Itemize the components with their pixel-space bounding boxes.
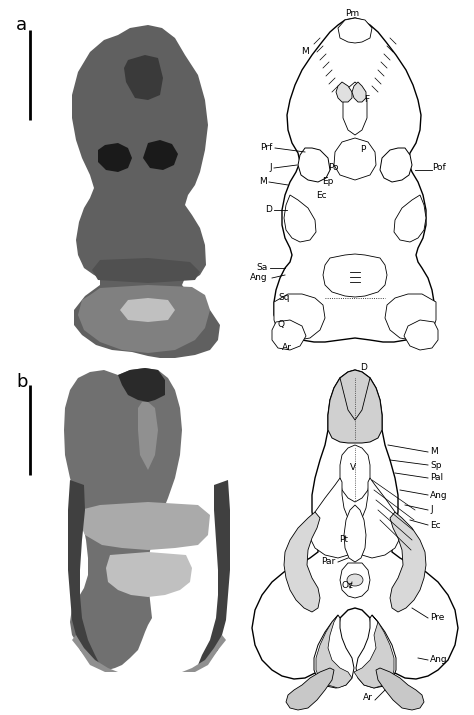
Text: Pal: Pal [430, 473, 443, 483]
Polygon shape [298, 148, 330, 182]
Polygon shape [314, 615, 354, 688]
Text: Q: Q [278, 320, 285, 330]
Text: Ep: Ep [322, 177, 333, 187]
Polygon shape [72, 25, 220, 358]
Polygon shape [343, 82, 367, 135]
Polygon shape [252, 370, 458, 679]
Polygon shape [380, 148, 412, 182]
Polygon shape [356, 615, 396, 688]
Polygon shape [182, 635, 226, 672]
Polygon shape [310, 478, 355, 558]
Polygon shape [390, 512, 426, 612]
Text: P: P [360, 145, 365, 154]
Polygon shape [124, 55, 163, 100]
Text: Pof: Pof [432, 164, 446, 172]
Text: J: J [269, 164, 272, 172]
Polygon shape [385, 294, 436, 340]
Polygon shape [344, 505, 366, 562]
Polygon shape [334, 138, 376, 180]
Text: Pt: Pt [339, 536, 348, 545]
Text: M: M [430, 448, 438, 456]
Text: Po: Po [328, 164, 338, 172]
Polygon shape [92, 258, 200, 283]
Polygon shape [78, 502, 210, 550]
Text: D: D [265, 205, 272, 214]
Text: Ar: Ar [282, 343, 292, 352]
Polygon shape [352, 82, 366, 102]
Text: Pre: Pre [430, 613, 444, 623]
Polygon shape [274, 18, 434, 342]
Polygon shape [120, 298, 175, 322]
Polygon shape [404, 320, 438, 350]
Text: b: b [16, 373, 27, 391]
Polygon shape [336, 82, 352, 102]
Polygon shape [376, 668, 424, 710]
Text: Ang: Ang [430, 656, 447, 664]
Ellipse shape [341, 569, 369, 591]
Polygon shape [338, 18, 372, 43]
Polygon shape [274, 294, 325, 340]
Polygon shape [316, 615, 352, 688]
Text: Oc: Oc [342, 581, 354, 589]
Polygon shape [354, 615, 394, 688]
Polygon shape [286, 668, 334, 710]
Text: J: J [430, 506, 433, 515]
Text: Ec: Ec [316, 190, 327, 199]
Text: M: M [259, 177, 267, 187]
Polygon shape [106, 552, 192, 597]
Polygon shape [340, 563, 370, 598]
Polygon shape [328, 370, 382, 443]
Text: Sa: Sa [257, 264, 268, 272]
Text: Sp: Sp [430, 460, 441, 470]
Text: a: a [16, 16, 27, 34]
Polygon shape [143, 140, 178, 170]
Polygon shape [340, 445, 370, 502]
Text: Ang: Ang [430, 490, 447, 500]
Polygon shape [138, 402, 158, 470]
Text: Sq: Sq [278, 293, 290, 302]
Polygon shape [64, 368, 182, 670]
Polygon shape [98, 143, 132, 172]
Polygon shape [284, 195, 316, 242]
Polygon shape [284, 512, 320, 612]
Polygon shape [118, 368, 165, 402]
Text: V: V [350, 463, 356, 473]
Text: Ar: Ar [363, 694, 373, 703]
Polygon shape [198, 480, 230, 665]
Polygon shape [323, 254, 387, 297]
Polygon shape [68, 480, 100, 665]
Polygon shape [272, 320, 306, 350]
Polygon shape [72, 635, 118, 672]
Text: Prf: Prf [260, 144, 272, 152]
Polygon shape [355, 478, 400, 558]
Text: F: F [364, 96, 369, 104]
Text: D: D [360, 363, 367, 373]
Polygon shape [394, 195, 426, 242]
Text: Ec: Ec [430, 521, 441, 530]
Polygon shape [78, 285, 210, 353]
Text: Ang: Ang [250, 274, 268, 282]
Text: Par: Par [321, 558, 335, 566]
Text: Pm: Pm [345, 9, 359, 17]
Text: M: M [301, 47, 309, 56]
Ellipse shape [347, 574, 363, 586]
